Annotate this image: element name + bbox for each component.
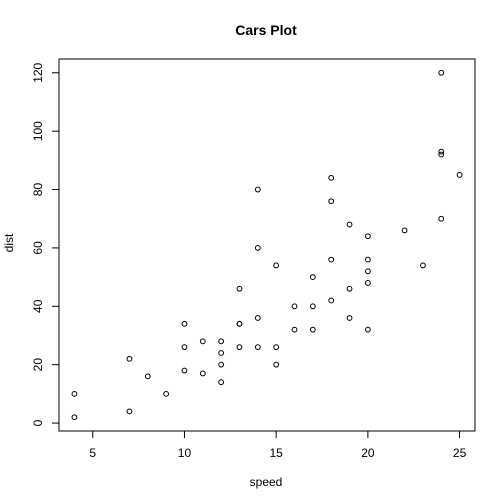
data-point [364, 280, 371, 286]
data-point [328, 198, 335, 205]
data-point [218, 350, 225, 356]
y-tick-label: 20 [31, 358, 45, 372]
data-point [328, 174, 335, 181]
data-point [346, 315, 353, 321]
data-point [218, 361, 225, 368]
data-point [364, 233, 371, 240]
data-point [254, 245, 261, 251]
data-point [254, 344, 261, 351]
data-point [71, 390, 78, 397]
chart-title: Cars Plot [235, 22, 297, 38]
data-point [346, 221, 353, 228]
y-axis: 0 20 40 60 80 100 120 [31, 62, 60, 426]
x-tick-label: 5 [89, 446, 96, 460]
data-point [364, 326, 371, 333]
data-point [420, 262, 426, 269]
y-tick-label: 120 [31, 62, 45, 82]
x-tick-label: 10 [178, 446, 192, 460]
data-point [309, 274, 316, 281]
data-point [328, 256, 335, 263]
data-point [181, 344, 188, 351]
data-point [144, 373, 151, 380]
data-point [346, 285, 353, 292]
data-point [71, 414, 78, 421]
data-point [401, 227, 408, 234]
x-tick-label: 25 [453, 446, 467, 460]
x-axis: 5 10 15 20 25 [89, 430, 467, 460]
data-point [438, 215, 445, 222]
y-tick-label: 40 [31, 299, 45, 313]
data-point [309, 326, 316, 333]
data-point [236, 285, 243, 292]
data-point [438, 148, 445, 155]
data-point [236, 320, 243, 327]
x-tick-label: 20 [361, 446, 375, 460]
data-point [254, 186, 261, 193]
data-point [291, 326, 298, 333]
data-point [199, 370, 206, 377]
data-point [126, 408, 133, 415]
y-tick-label: 0 [31, 419, 45, 426]
data-point [236, 344, 243, 351]
data-point [291, 303, 298, 310]
data-point [199, 338, 206, 345]
data-point [438, 151, 445, 158]
data-points [71, 69, 463, 421]
x-axis-label: speed [250, 475, 283, 489]
data-point [438, 69, 445, 76]
data-point [218, 338, 225, 345]
data-point [273, 361, 280, 368]
data-point [273, 262, 280, 269]
data-point [273, 344, 280, 351]
data-point [181, 367, 188, 374]
data-point [254, 315, 261, 321]
data-point [126, 355, 133, 362]
data-point [163, 390, 170, 397]
y-tick-label: 100 [31, 121, 45, 141]
data-point [309, 303, 316, 310]
y-axis-label: dist [2, 233, 16, 252]
data-point [181, 320, 188, 327]
x-tick-label: 15 [269, 446, 283, 460]
data-point [218, 379, 225, 386]
data-point [456, 172, 463, 178]
y-tick-label: 60 [31, 241, 45, 255]
data-point [364, 268, 371, 275]
y-tick-label: 80 [31, 183, 45, 197]
data-point [328, 297, 335, 304]
data-point [364, 256, 371, 263]
